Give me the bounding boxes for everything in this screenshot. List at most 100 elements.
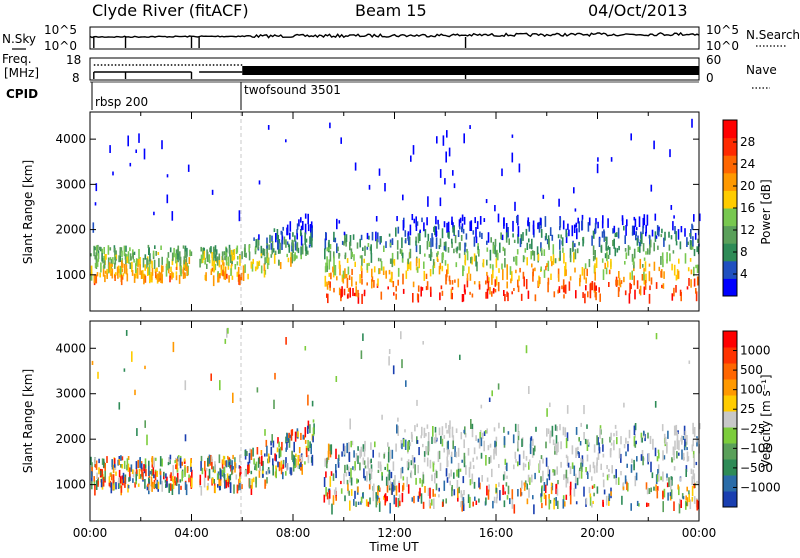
range-cell	[543, 493, 546, 500]
range-cell	[429, 269, 432, 277]
range-cell	[413, 457, 416, 463]
range-cell	[477, 246, 479, 250]
range-cell	[326, 284, 329, 290]
range-cell	[655, 484, 657, 492]
range-cell	[211, 257, 214, 267]
y-tick-label: 3000	[55, 177, 86, 191]
range-cell	[145, 469, 147, 477]
range-cell	[492, 289, 495, 294]
range-cell	[277, 243, 280, 250]
range-cell	[225, 247, 228, 252]
range-cell	[325, 232, 327, 239]
range-cell	[415, 240, 417, 246]
range-cell	[270, 243, 273, 250]
range-cell	[443, 245, 446, 250]
range-cell	[218, 273, 220, 283]
range-cell	[663, 237, 665, 247]
range-cell	[560, 234, 562, 239]
range-cell	[287, 257, 290, 263]
range-cell	[286, 433, 289, 441]
range-cell	[401, 443, 403, 450]
range-cell	[377, 485, 379, 496]
range-cell	[236, 271, 239, 277]
range-cell	[142, 270, 144, 279]
range-cell	[497, 282, 500, 292]
range-cell	[371, 268, 373, 278]
range-cell	[600, 246, 603, 252]
range-cell	[693, 427, 696, 438]
range-cell	[111, 268, 114, 279]
range-cell	[309, 236, 311, 245]
range-cell	[494, 440, 496, 448]
range-cell	[401, 466, 404, 474]
range-cell	[431, 237, 434, 247]
range-cell	[683, 425, 686, 436]
range-cell	[248, 244, 250, 253]
range-cell	[442, 135, 445, 146]
range-cell	[219, 273, 221, 279]
range-cell	[428, 254, 431, 258]
range-cell	[148, 484, 151, 491]
range-cell	[361, 278, 363, 285]
range-cell	[485, 497, 487, 505]
range-cell	[234, 457, 236, 467]
range-cell	[227, 327, 229, 334]
range-cell	[517, 279, 519, 288]
range-cell	[569, 276, 572, 281]
range-cell	[187, 164, 190, 172]
range-cell	[134, 389, 136, 396]
range-cell	[310, 221, 313, 231]
range-cell	[475, 236, 478, 244]
range-cell	[448, 473, 451, 479]
range-cell	[364, 465, 367, 469]
range-cell	[264, 429, 266, 436]
range-cell	[370, 252, 373, 263]
range-cell	[413, 495, 415, 504]
range-cell	[115, 482, 117, 490]
range-cell	[518, 275, 520, 282]
range-cell	[448, 147, 451, 157]
range-cell	[479, 216, 482, 225]
range-cell	[152, 250, 155, 257]
range-cell	[695, 288, 697, 294]
range-cell	[612, 228, 614, 234]
range-cell	[624, 235, 626, 244]
range-cell	[615, 469, 617, 479]
range-cell	[419, 245, 421, 255]
range-cell	[613, 433, 615, 437]
range-cell	[660, 476, 662, 481]
range-cell	[124, 253, 127, 260]
range-cell	[486, 288, 489, 299]
range-cell	[462, 497, 465, 505]
range-cell	[344, 464, 346, 474]
range-cell	[364, 440, 366, 452]
range-cell	[199, 258, 201, 268]
range-cell	[350, 477, 353, 486]
range-cell	[128, 467, 131, 477]
range-cell	[606, 465, 608, 470]
range-cell	[421, 287, 424, 291]
range-cell	[512, 220, 514, 232]
range-cell	[511, 271, 513, 282]
range-cell	[493, 496, 496, 504]
range-cell	[439, 169, 442, 178]
range-cell	[370, 458, 372, 463]
range-cell	[343, 288, 346, 296]
range-cell	[347, 483, 349, 491]
range-cell	[553, 469, 556, 476]
range-cell	[472, 501, 474, 507]
range-cell	[543, 269, 546, 278]
range-cell	[128, 477, 130, 482]
range-cell	[166, 174, 169, 178]
range-cell	[575, 290, 577, 299]
range-cell	[157, 274, 160, 278]
range-cell	[526, 498, 529, 505]
range-cell	[646, 214, 649, 226]
range-cell	[633, 425, 636, 436]
range-cell	[574, 243, 576, 248]
range-cell	[262, 248, 265, 256]
range-cell	[532, 271, 534, 282]
range-cell	[448, 427, 451, 438]
range-cell	[565, 437, 568, 449]
